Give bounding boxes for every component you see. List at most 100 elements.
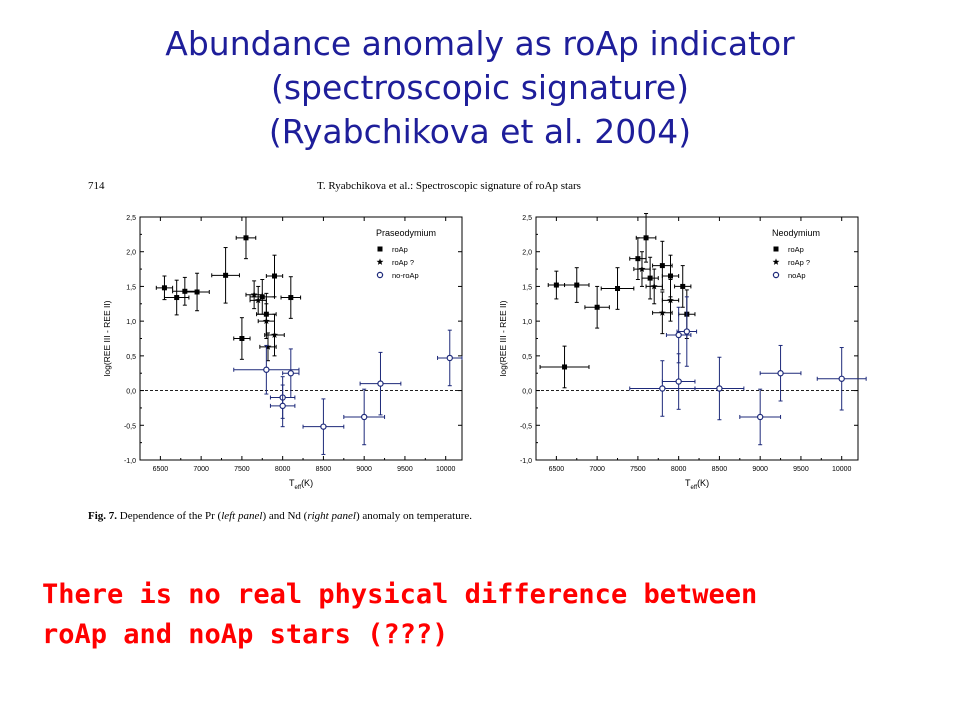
legend-label: roAp ? [788, 258, 810, 267]
caption-text-1: Dependence of the Pr ( [117, 510, 222, 522]
y-axis-label: log(REE III - REE II) [102, 300, 112, 376]
data-point-star [658, 309, 666, 316]
conclusion-line-2: roAp and noAp stars (???) [42, 619, 449, 650]
x-axis-label-unit: (K) [697, 478, 709, 488]
x-axis-label-sub: eff [691, 485, 698, 491]
y-tick-label: 1,5 [522, 284, 532, 291]
x-axis-label-main: T [289, 478, 295, 488]
x-tick-label: 7500 [630, 466, 646, 473]
data-point-square [174, 295, 180, 301]
data-point-square [553, 282, 559, 288]
x-tick-label: 9500 [793, 466, 809, 473]
plot-frame [139, 216, 463, 461]
x-tick-label: 9000 [752, 466, 768, 473]
x-tick-label: 9500 [397, 466, 413, 473]
data-point-square [615, 286, 621, 292]
praseodymium-panel: -1,0 -0,5 0,0 0,5 1,0 1,5 2,0 2,5 6500 7000 7500 80… [102, 215, 463, 491]
y-tick-label: 1,0 [126, 319, 136, 326]
y-tick-label: -0,5 [520, 423, 532, 430]
data-point-star [667, 296, 674, 304]
y-tick-label: -1,0 [520, 458, 532, 465]
data-point-square [259, 294, 265, 300]
x-tick-label: 7500 [234, 466, 250, 473]
x-tick-label: 6500 [549, 466, 565, 473]
legend-marker-open-circle [376, 271, 384, 279]
data-point-square [574, 282, 580, 288]
journal-page-header: 714 T. Ryabchikova et al.: Spectroscopic… [88, 176, 888, 196]
data-point-open-circle [287, 370, 295, 377]
data-point-square [594, 304, 600, 310]
caption-left-panel: left panel [221, 510, 263, 522]
journal-figure: 714 T. Ryabchikova et al.: Spectroscopic… [88, 176, 888, 526]
y-tick-label: 2,0 [522, 250, 532, 257]
y-tick-label: 1,5 [126, 284, 136, 291]
caption-label: Fig. 7. [88, 510, 118, 522]
data-point-star [271, 331, 278, 338]
data-point-square [223, 272, 229, 278]
data-point-open-circle [263, 366, 270, 373]
data-point-open-circle [756, 413, 764, 421]
data-point-open-circle [675, 378, 682, 385]
legend-marker-square [773, 246, 779, 252]
data-point-square [194, 289, 200, 295]
data-point-star [650, 282, 658, 290]
legend-marker-open-circle [772, 271, 780, 279]
y-tick-label: 2,0 [126, 250, 136, 257]
data-point-open-circle [377, 380, 384, 387]
data-point-star [250, 291, 258, 298]
data-point-open-circle [675, 331, 682, 339]
data-point-star [262, 317, 270, 325]
data-point-open-circle [360, 413, 368, 421]
slide-title-line-2: (spectroscopic signature) [270, 68, 690, 107]
x-tick-label: 10000 [436, 466, 456, 473]
data-point-open-circle [838, 375, 845, 382]
y-tick-label: 0,5 [522, 354, 532, 361]
legend-title: Praseodymium [376, 228, 436, 238]
legend-marker-star [376, 258, 384, 265]
slide-title-line-3: (Ryabchikova et al. 2004) [268, 112, 692, 151]
x-tick-label: 7000 [193, 466, 209, 473]
slide-title-line-1: Abundance anomaly as roAp indicator [165, 24, 795, 63]
y-axis-label: log(REE III - REE II) [498, 300, 508, 376]
data-point-star [638, 265, 646, 272]
data-point-open-circle [659, 385, 666, 392]
x-tick-label: 8500 [316, 466, 332, 473]
y-tick-label: 1,0 [522, 319, 532, 326]
data-point-square [272, 273, 278, 279]
x-axis-label-main: T [685, 478, 691, 488]
data-point-square [680, 283, 686, 289]
data-point-square [239, 336, 245, 341]
data-point-square [647, 275, 653, 281]
x-tick-label: 7000 [589, 466, 605, 473]
x-tick-label: 8500 [712, 466, 728, 473]
x-tick-label: 6500 [153, 466, 169, 473]
data-point-square [668, 273, 674, 279]
y-tick-label: 2,5 [126, 215, 136, 222]
neodymium-panel: -1,0 -0,5 0,0 0,5 1,0 1,5 2,0 2,5 6500 7000 7500 80… [498, 213, 867, 491]
data-point-star [254, 296, 262, 304]
running-head: T. Ryabchikova et al.: Spectroscopic sig… [317, 180, 581, 192]
caption-right-panel: right panel [307, 510, 356, 522]
x-axis-label: Teff(K) [289, 478, 313, 491]
legend-label: no-roAp [392, 271, 419, 280]
x-tick-label: 10000 [832, 466, 852, 473]
caption-text-3: ) anomaly on temperature. [355, 510, 473, 522]
legend-marker-square [377, 246, 383, 252]
legend-label: roAp [788, 245, 804, 254]
x-tick-label: 8000 [671, 466, 687, 473]
data-point-square [635, 256, 641, 262]
data-point-square [288, 295, 294, 301]
x-tick-label: 8000 [275, 466, 291, 473]
x-axis-label-unit: (K) [301, 478, 313, 488]
data-point-open-circle [683, 328, 691, 335]
data-point-open-circle [320, 423, 327, 430]
legend-label: roAp ? [392, 258, 414, 267]
y-tick-label: 0,5 [126, 354, 136, 361]
data-point-square [659, 263, 665, 269]
data-point-square [562, 364, 568, 370]
data-point-star [264, 343, 272, 350]
y-tick-label: 2,5 [522, 215, 532, 222]
data-point-open-circle [716, 385, 723, 392]
x-tick-label: 9000 [356, 466, 372, 473]
data-point-square [643, 235, 649, 241]
